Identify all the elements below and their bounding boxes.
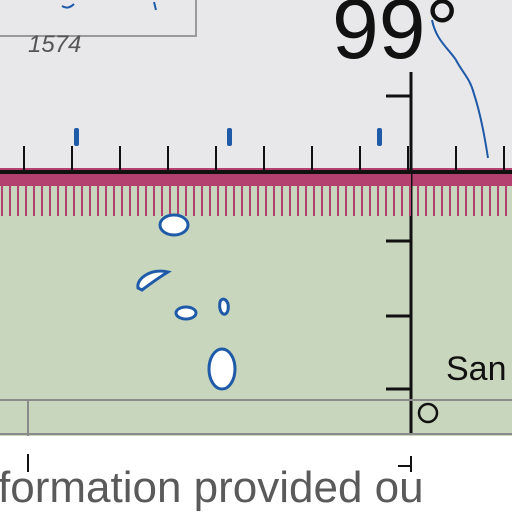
label-box: [0, 0, 197, 37]
water-feature: [74, 128, 79, 146]
map-margin: [0, 436, 512, 512]
degree-label: 99°: [332, 0, 459, 76]
elevation-label: 1574: [28, 31, 81, 58]
footer-text: formation provided ou: [0, 463, 424, 512]
map-point-marker: [417, 402, 439, 424]
place-label: San: [446, 350, 507, 388]
map-frame: [0, 399, 512, 436]
water-feature: [153, 1, 157, 11]
pond: [207, 347, 237, 391]
pond: [136, 269, 172, 292]
pond: [174, 305, 198, 321]
river: [431, 19, 489, 159]
upper-land-area: [0, 0, 512, 172]
pond: [218, 297, 230, 316]
boundary-hatch: [1, 174, 507, 216]
water-feature: [377, 128, 382, 146]
water-feature: [227, 128, 232, 146]
water-feature: [61, 3, 75, 9]
lower-land-area: [0, 186, 512, 436]
pond: [158, 213, 190, 237]
boundary-ticks: [23, 146, 505, 172]
